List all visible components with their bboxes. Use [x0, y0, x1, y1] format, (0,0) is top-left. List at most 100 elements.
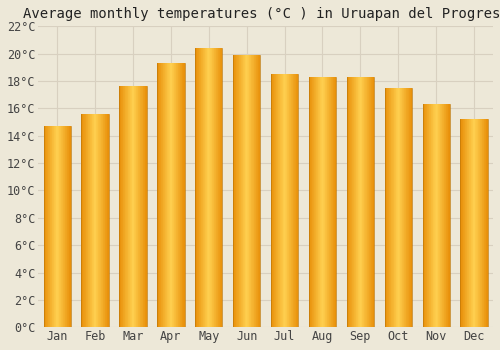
Bar: [252, 55, 253, 327]
Bar: [87, 114, 88, 327]
Bar: [59, 126, 60, 327]
Bar: [124, 86, 125, 327]
Bar: [235, 55, 236, 327]
Bar: [350, 77, 351, 327]
Title: Average monthly temperatures (°C ) in Uruapan del Progreso: Average monthly temperatures (°C ) in Ur…: [23, 7, 500, 21]
Bar: [209, 48, 210, 327]
Bar: [54, 126, 55, 327]
Bar: [384, 88, 386, 327]
Bar: [64, 126, 66, 327]
Bar: [479, 119, 480, 327]
Bar: [171, 63, 172, 327]
Bar: [328, 77, 330, 327]
Bar: [248, 55, 250, 327]
Bar: [181, 63, 182, 327]
Bar: [352, 77, 353, 327]
Bar: [448, 104, 449, 327]
Bar: [135, 86, 136, 327]
Bar: [284, 74, 286, 327]
Bar: [485, 119, 486, 327]
Bar: [281, 74, 282, 327]
Bar: [101, 114, 102, 327]
Bar: [404, 88, 405, 327]
Bar: [273, 74, 274, 327]
Bar: [246, 55, 248, 327]
Bar: [423, 104, 424, 327]
Bar: [442, 104, 443, 327]
Bar: [99, 114, 100, 327]
Bar: [470, 119, 472, 327]
Bar: [444, 104, 445, 327]
Bar: [410, 88, 412, 327]
Bar: [315, 77, 316, 327]
Bar: [198, 48, 199, 327]
Bar: [317, 77, 318, 327]
Bar: [104, 114, 106, 327]
Bar: [294, 74, 295, 327]
Bar: [250, 55, 251, 327]
Bar: [199, 48, 200, 327]
Bar: [172, 63, 173, 327]
Bar: [202, 48, 203, 327]
Bar: [295, 74, 296, 327]
Bar: [349, 77, 350, 327]
Bar: [52, 126, 53, 327]
Bar: [319, 77, 320, 327]
Bar: [169, 63, 170, 327]
Bar: [466, 119, 468, 327]
Bar: [288, 74, 290, 327]
Bar: [70, 126, 71, 327]
Bar: [286, 74, 288, 327]
Bar: [280, 74, 281, 327]
Bar: [91, 114, 92, 327]
Bar: [449, 104, 450, 327]
Bar: [89, 114, 90, 327]
Bar: [482, 119, 483, 327]
Bar: [82, 114, 83, 327]
Bar: [239, 55, 240, 327]
Bar: [92, 114, 93, 327]
Bar: [216, 48, 217, 327]
Bar: [238, 55, 239, 327]
Bar: [272, 74, 273, 327]
Bar: [162, 63, 164, 327]
Bar: [217, 48, 218, 327]
Bar: [120, 86, 122, 327]
Bar: [94, 114, 95, 327]
Bar: [242, 55, 244, 327]
Bar: [219, 48, 220, 327]
Bar: [90, 114, 91, 327]
Bar: [364, 77, 365, 327]
Bar: [259, 55, 260, 327]
Bar: [170, 63, 171, 327]
Bar: [45, 126, 46, 327]
Bar: [102, 114, 104, 327]
Bar: [321, 77, 322, 327]
Bar: [394, 88, 395, 327]
Bar: [218, 48, 219, 327]
Bar: [208, 48, 209, 327]
Bar: [221, 48, 222, 327]
Bar: [271, 74, 272, 327]
Bar: [408, 88, 409, 327]
Bar: [157, 63, 158, 327]
Bar: [93, 114, 94, 327]
Bar: [355, 77, 356, 327]
Bar: [330, 77, 332, 327]
Bar: [390, 88, 391, 327]
Bar: [197, 48, 198, 327]
Bar: [237, 55, 238, 327]
Bar: [292, 74, 293, 327]
Bar: [258, 55, 259, 327]
Bar: [434, 104, 435, 327]
Bar: [166, 63, 167, 327]
Bar: [401, 88, 402, 327]
Bar: [436, 104, 437, 327]
Bar: [212, 48, 213, 327]
Bar: [177, 63, 178, 327]
Bar: [357, 77, 358, 327]
Bar: [400, 88, 401, 327]
Bar: [196, 48, 197, 327]
Bar: [179, 63, 180, 327]
Bar: [443, 104, 444, 327]
